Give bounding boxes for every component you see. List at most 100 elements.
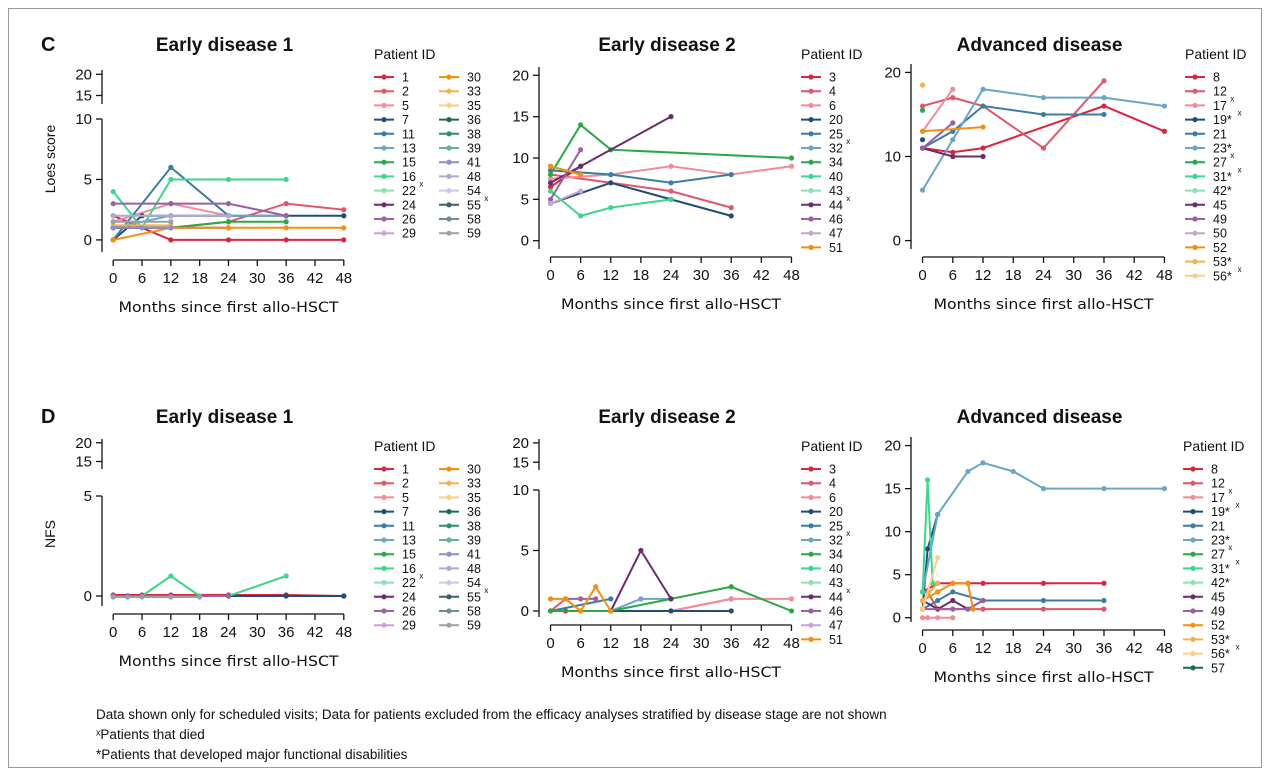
legend-swatch-dot — [808, 230, 814, 236]
legend-died-mark: ˣ — [1230, 150, 1234, 164]
legend-label: 20 — [829, 113, 843, 127]
series-line — [550, 173, 732, 209]
panel-title: Early disease 2 — [598, 407, 735, 428]
series-8 — [919, 580, 1107, 595]
x-tick-label: 12 — [975, 640, 992, 657]
legend-item: 12 — [1183, 477, 1225, 491]
data-point — [283, 573, 289, 579]
data-point — [668, 596, 674, 602]
legend-item: 24 — [374, 198, 416, 212]
legend-label: 23* — [1213, 142, 1232, 156]
legend-label: 26 — [402, 213, 416, 227]
legend-item: 13 — [374, 142, 416, 156]
legend-label: 15 — [402, 548, 416, 562]
legend-item: 5 — [374, 99, 409, 113]
series-17 — [919, 615, 956, 621]
legend-item: 30 — [439, 463, 481, 477]
x-axis-label: Months since first allo-HSCT — [119, 654, 339, 670]
data-point — [668, 180, 674, 186]
legend-label: 16 — [402, 562, 416, 576]
series-34 — [547, 122, 795, 178]
series-51 — [547, 584, 614, 614]
legend-died-mark: ˣ — [846, 528, 850, 542]
y-axis-label: Loes score — [42, 125, 58, 194]
legend-label: 56* — [1211, 647, 1230, 661]
series-46 — [547, 147, 584, 202]
legend-swatch-dot — [446, 131, 452, 137]
legend-label: 39 — [467, 534, 481, 548]
legend-swatch-dot — [1192, 216, 1198, 222]
data-point — [1101, 111, 1107, 118]
legend-swatch-dot — [808, 466, 814, 472]
legend-item: 52 — [1183, 619, 1225, 633]
legend-item: 8 — [1183, 463, 1218, 477]
legend-item: 43 — [801, 576, 843, 590]
legend-swatch-dot — [446, 594, 452, 600]
data-point — [1101, 597, 1107, 604]
x-tick-label: 6 — [949, 267, 957, 284]
data-point — [578, 147, 584, 153]
data-point — [728, 596, 734, 602]
legend-died-mark: ˣ — [484, 193, 488, 207]
series-line — [549, 190, 672, 218]
legend-label: 35 — [467, 491, 481, 505]
legend-item: 29 — [374, 227, 416, 241]
series-line — [922, 599, 984, 611]
x-tick-label: 12 — [602, 267, 619, 284]
legend-swatch-dot — [446, 622, 452, 628]
legend-swatch-dot — [1192, 159, 1198, 165]
legend-swatch-dot — [1190, 594, 1196, 600]
legend-label: 58 — [467, 605, 481, 619]
legend-swatch-dot — [1192, 117, 1198, 123]
data-point — [283, 593, 289, 599]
data-point — [668, 163, 674, 169]
legend-item: 54 — [439, 184, 481, 198]
data-point — [139, 594, 145, 600]
legend-swatch-dot — [808, 622, 814, 628]
data-point — [110, 219, 116, 225]
data-point — [593, 584, 599, 590]
legend-swatch-dot — [1192, 88, 1198, 94]
legend-label: 2 — [402, 477, 409, 491]
legend-swatch-dot — [808, 494, 814, 500]
legend-label: 16 — [402, 170, 416, 184]
x-tick-label: 42 — [1126, 267, 1143, 284]
legend-label: 17 — [1211, 491, 1225, 505]
legend-label: 36 — [467, 113, 481, 127]
legend-item: 7 — [374, 113, 409, 127]
legend-label: 21 — [1211, 519, 1225, 533]
legend-label: 7 — [402, 113, 409, 127]
panel-title: Advanced disease — [957, 35, 1123, 56]
legend-swatch-dot — [446, 580, 452, 586]
series-23 — [919, 460, 1168, 595]
y-tick-label: 5 — [893, 567, 901, 584]
data-point — [924, 615, 931, 621]
legend-label: 22 — [402, 576, 416, 590]
series-44 — [608, 547, 674, 614]
data-point — [1040, 580, 1047, 586]
data-point — [668, 188, 674, 194]
legend-swatch-dot — [1190, 608, 1196, 614]
data-point — [668, 608, 674, 614]
x-tick-label: 30 — [249, 270, 266, 287]
legend-swatch-dot — [1190, 466, 1196, 472]
data-point — [562, 596, 569, 602]
data-point — [935, 589, 941, 595]
data-point — [924, 546, 931, 552]
data-point — [139, 225, 145, 231]
legend-title: Patient ID — [801, 46, 862, 62]
legend-label: 47 — [829, 619, 843, 633]
legend-item: 39 — [439, 534, 481, 548]
legend-label: 30 — [467, 463, 481, 477]
data-point — [168, 201, 174, 207]
x-tick-label: 18 — [633, 635, 650, 652]
y-tick-label: 5 — [84, 488, 92, 505]
data-point — [950, 580, 956, 586]
x-tick-label: 18 — [191, 624, 208, 641]
data-point — [547, 188, 554, 194]
y-tick-label: 15 — [884, 481, 901, 498]
legend-item: 26 — [374, 605, 416, 619]
